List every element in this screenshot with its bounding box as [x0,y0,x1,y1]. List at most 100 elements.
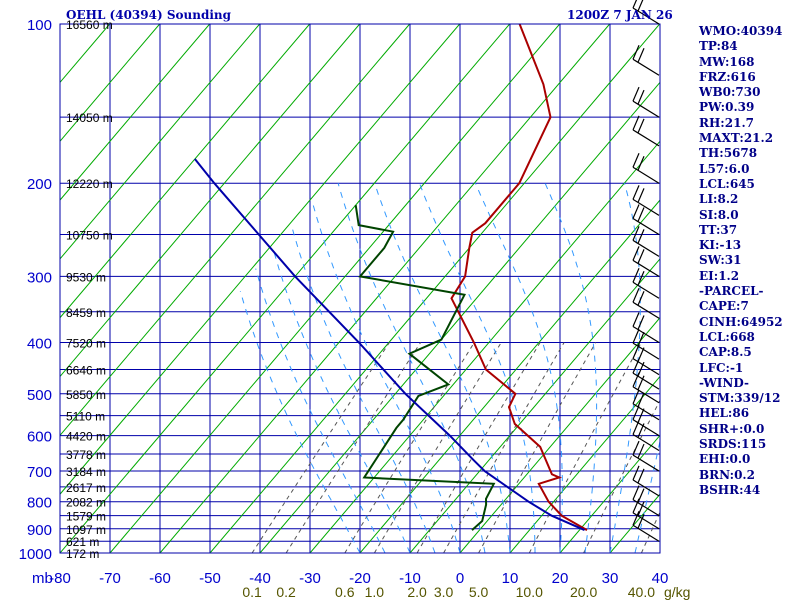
stat-item: EI:1.2 [699,268,740,283]
pressure-label-100: 100 [27,17,52,34]
height-label-650: 3778 m [66,448,106,462]
chart-title: OEHL (40394) Sounding [66,8,232,22]
height-label-100: 16560 m [66,18,113,32]
mixing-line-8 [583,399,660,553]
moist-adiabat-35 [634,438,660,553]
mixing-label-2: 0.6 [335,584,355,600]
isotherm-20 [559,434,660,553]
temp-tick--50: -50 [199,570,221,587]
stat-item: SI:8.0 [699,207,739,222]
mixing-unit-label: g/kg [664,584,690,600]
stat-item: SW:31 [699,253,742,268]
moist-adiabat--20 [239,291,361,553]
stat-item: TT:37 [699,222,738,237]
stats-panel: WMO:40394 TP:84 MW:168 FRZ:616 WB0:730 PW:0.3… [699,24,799,498]
isotherm--90 [60,24,461,495]
stat-item: EHI:0.0 [699,452,751,467]
stat-item: KI:-13 [699,238,742,253]
height-label-300: 9530 m [66,270,106,284]
wind-barbs [632,0,660,542]
stat-item: WB0:730 [699,85,761,100]
height-label-450: 6646 m [66,364,106,378]
stat-item: CINH:64952 [699,314,783,329]
stat-item: PW:0.39 [699,100,755,115]
wind-barb-10 [632,288,660,319]
stat-item: LI:8.2 [699,192,739,207]
isotherm--40 [259,81,660,553]
isotherm-lines [0,24,660,553]
pressure-label-700: 700 [27,464,52,481]
moist-adiabat-25 [544,183,598,553]
stat-item: TP:84 [699,39,738,54]
wind-barb-5 [632,185,660,216]
mixing-label-3: 1.0 [365,584,385,600]
isotherm--180 [0,24,10,553]
pressure-label-400: 400 [27,335,52,352]
isotherm--150 [60,24,161,143]
dewpoint-trace [354,204,496,531]
wind-barb-23 [632,510,660,542]
stat-item: SHR+:0.0 [699,421,765,436]
mixing-label-0: 0.1 [242,584,262,600]
wind-barb-11 [632,312,660,344]
parcel-trace [194,158,585,532]
wind-barb-15 [632,372,660,404]
stat-item: SRDS:115 [699,437,767,452]
moist-adiabat-5 [337,183,486,553]
isotherm--60 [159,24,611,553]
stat-item: MAXT:21.2 [699,131,774,146]
height-label-800: 2082 m [66,496,106,510]
stat-item: CAP:8.5 [699,345,752,360]
temp-tick-40: 40 [652,570,669,587]
pressure-label-800: 800 [27,495,52,512]
mixing-line-9 [640,511,660,553]
height-label-750: 2617 m [66,481,106,495]
pressure-label-500: 500 [27,387,52,404]
wind-barb-8 [632,246,660,277]
height-label-700: 3184 m [66,465,106,479]
height-label-500: 5850 m [66,388,106,402]
height-label-600: 4420 m [66,430,106,444]
sounding-traces [194,24,588,532]
mixing-line-4 [416,342,541,553]
height-label-200: 12220 m [66,177,113,191]
pressure-label-900: 900 [27,522,52,539]
wind-barb-4 [632,153,660,184]
plot-border [59,23,661,554]
mixing-line-7 [528,342,642,553]
stat-item: HEL:86 [699,406,750,421]
wind-barb-0 [632,0,660,25]
wind-barb-7 [632,226,660,257]
stat-item: -WIND- [699,375,749,390]
isotherm--10 [409,258,660,553]
wind-barb-6 [632,204,660,236]
temp-tick-0: 0 [456,570,464,587]
moist-adiabat--5 [290,224,436,553]
isotherm--70 [109,24,561,553]
stat-item: CAPE:7 [699,299,749,314]
isotherm--100 [60,24,411,437]
isotherm-10 [509,375,660,553]
moist-adiabat--15 [255,268,386,553]
height-label-150: 14050 m [66,111,113,125]
vertical-grid [59,24,661,553]
height-label-350: 8459 m [66,306,106,320]
mixing-label-5: 3.0 [434,584,454,600]
height-label-900: 1097 m [66,523,106,537]
stat-item: WMO:40394 [699,24,783,38]
temp-tick-20: 20 [552,570,569,587]
isotherm--120 [60,24,311,319]
stat-item: LCL:668 [699,329,755,344]
isotherm--20 [359,199,660,553]
mixing-line-5 [443,342,565,553]
height-label-950: 621 m [66,535,99,549]
height-label-250: 10750 m [66,229,113,243]
height-label-400: 7520 m [66,336,106,350]
temperature-trace [450,24,588,531]
isotherm--80 [60,24,511,553]
moist-adiabat-20 [474,183,563,553]
wind-barb-20 [632,465,660,497]
isotherm--140 [60,24,211,201]
height-label-850: 1579 m [66,510,106,524]
